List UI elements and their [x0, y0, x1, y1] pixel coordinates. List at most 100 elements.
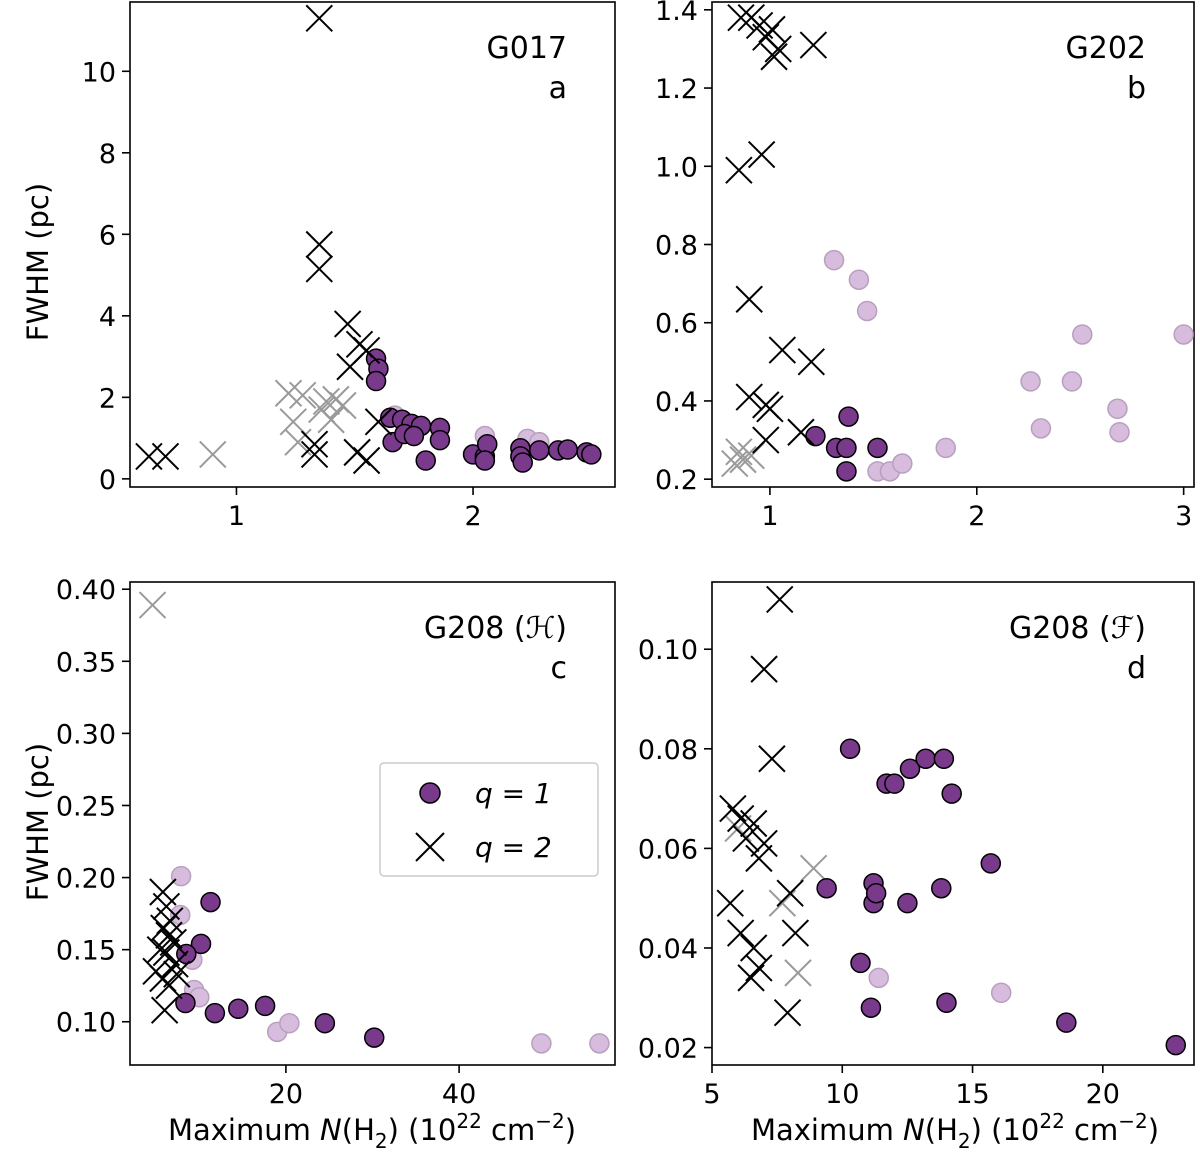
y-tick-label-d: 0.04 [638, 934, 698, 965]
y-tick-label-c: 0.10 [56, 1008, 116, 1039]
point-q1 [941, 783, 962, 804]
point-q2 [352, 446, 381, 475]
point-q2 [305, 230, 333, 259]
point-q1 [314, 1012, 336, 1034]
point-q1 [839, 738, 861, 760]
point-q1 [860, 997, 882, 1018]
y-tick-label-c: 0.35 [56, 647, 116, 678]
point-q2-faint [312, 387, 341, 416]
x-tick-label-d: 15 [955, 1079, 989, 1110]
point-q1 [190, 933, 212, 955]
y-axis-label-bottom: FWHM (pc) [21, 743, 55, 901]
y-tick-label-d: 0.10 [638, 635, 698, 666]
plot-frame-a [129, 1, 616, 488]
point-q2 [336, 353, 364, 381]
panel-letter-b: b [1127, 71, 1146, 106]
point-q1 [899, 758, 921, 779]
point-q1 [915, 748, 936, 770]
panel-title-c: G208 (ℋ) [424, 611, 567, 646]
x-axis-label-right: Maximum N(H2) (1022 cm−2) [751, 1109, 1159, 1153]
panel-letter-a: a [549, 71, 567, 106]
y-tick-label-b: 0.4 [655, 387, 698, 418]
point-q1-faint [1072, 324, 1093, 345]
y-tick-label-b: 1.4 [655, 0, 698, 27]
y-tick-label-c: 0.40 [56, 575, 116, 606]
point-q2 [739, 934, 768, 962]
point-q2 [155, 921, 183, 949]
y-tick-label-a: 6 [99, 220, 116, 251]
y-tick-label-a: 10 [82, 57, 116, 88]
x-tick-label-b: 3 [1175, 501, 1192, 532]
point-q1 [1056, 1012, 1077, 1033]
x-tick-label-c: 20 [269, 1079, 303, 1110]
y-tick-label-c: 0.15 [56, 936, 116, 967]
point-q2 [750, 655, 778, 683]
point-q1-faint [856, 300, 878, 322]
point-q2 [776, 879, 804, 907]
point-q1 [254, 995, 276, 1017]
y-axis-label-top: FWHM (pc) [21, 183, 55, 341]
point-q1-faint [892, 453, 913, 474]
point-q1 [474, 450, 496, 471]
legend-q1-label: q = 1 [475, 777, 552, 810]
point-q1 [557, 439, 578, 460]
point-q2 [726, 919, 755, 947]
point-q2-faint [329, 391, 357, 420]
y-tick-label-b: 0.8 [655, 231, 698, 262]
y-tick-label-b: 0.2 [655, 465, 698, 496]
point-q2 [758, 745, 786, 773]
x-axis-label-left: Maximum N(H2) (1022 cm−2) [168, 1109, 576, 1153]
point-q2-faint [799, 854, 828, 883]
point-q2-faint [279, 408, 307, 436]
y-tick-label-a: 4 [99, 302, 116, 333]
panel-c: 20 40 0.10 0.15 0.20 0.25 0.30 0.35 0.40 G208 (ℋ)… [56, 575, 616, 1110]
y-tick-label-c: 0.25 [56, 791, 116, 822]
point-q2-faint [274, 379, 303, 407]
point-q2 [797, 348, 826, 376]
y-tick-label-d: 0.02 [638, 1034, 698, 1065]
legend-q2-marker [415, 832, 445, 862]
point-q1-faint [1030, 418, 1052, 439]
point-q1 [933, 748, 955, 770]
point-q2 [305, 255, 333, 283]
point-q2 [364, 408, 393, 436]
point-q1-faint [1061, 371, 1083, 392]
point-q2 [152, 938, 181, 967]
point-q1 [836, 461, 857, 482]
point-q1-faint [1020, 371, 1041, 392]
point-q2-faint [784, 959, 812, 987]
point-q2 [333, 310, 362, 338]
point-q2 [716, 889, 744, 917]
point-q1 [867, 437, 888, 459]
point-q1 [931, 877, 952, 899]
point-q1 [836, 437, 857, 459]
point-q2-faint [138, 591, 167, 619]
y-tick-label-b: 1.0 [655, 152, 698, 183]
point-q2 [161, 950, 189, 978]
y-tick-label-b: 1.2 [655, 74, 698, 105]
point-q2 [727, 3, 755, 32]
point-q2 [735, 285, 763, 313]
point-q2 [732, 824, 760, 853]
point-q2 [756, 395, 784, 423]
point-q1 [204, 1002, 226, 1024]
point-q1-faint [1107, 398, 1128, 420]
point-q2 [135, 442, 163, 471]
point-q1 [403, 425, 425, 447]
legend-q2-label: q = 2 [475, 831, 552, 864]
point-q1 [415, 450, 436, 471]
point-q1-faint [1173, 324, 1194, 345]
point-q2-faint [725, 438, 753, 466]
point-q1 [936, 992, 957, 1014]
x-tick-label-b: 1 [761, 501, 778, 532]
point-q1-faint [935, 437, 957, 459]
point-q2 [725, 156, 753, 184]
point-q1-faint [823, 249, 845, 271]
point-q2 [747, 140, 776, 169]
point-q2-faint [199, 440, 227, 469]
point-q2 [799, 31, 828, 59]
point-q1-faint [169, 904, 191, 926]
point-q2 [739, 809, 768, 838]
point-q1 [363, 1027, 385, 1048]
